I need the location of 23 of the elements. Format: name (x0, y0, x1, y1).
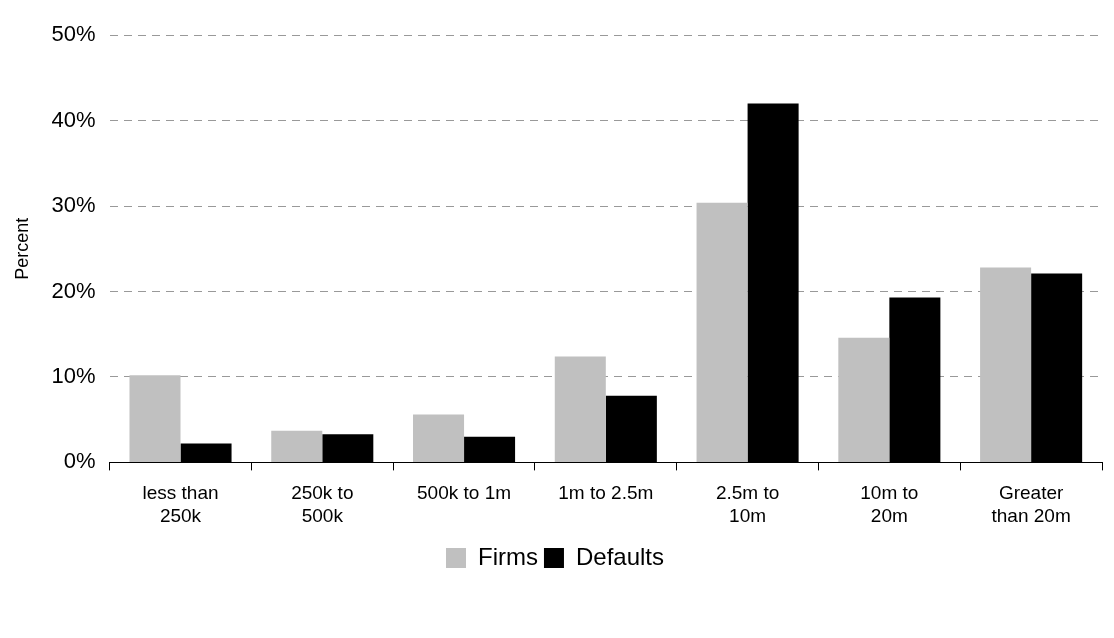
y-tick-label: 0% (63, 448, 96, 474)
legend-label: Firms (477, 542, 538, 570)
x-tick-label: 1m to 2.5m (558, 482, 654, 504)
bar (838, 337, 890, 462)
x-tick-label: 250k to 500k (291, 482, 354, 526)
y-tick-label: 50% (51, 21, 96, 47)
x-tick-label: less than 250k (142, 482, 219, 526)
y-axis-title: Percent (11, 217, 32, 280)
y-tick-label: 30% (51, 192, 96, 218)
y-tick-label: 20% (51, 277, 96, 303)
bar (696, 202, 748, 462)
y-tick-label: 10% (51, 363, 96, 389)
bar (980, 267, 1032, 462)
x-tick-label: 10m to 20m (860, 482, 919, 526)
bar (129, 375, 181, 462)
x-tick-label: 2.5m to 10m (715, 482, 780, 526)
legend-label: Defaults (575, 542, 665, 570)
x-tick-label: 500k to 1m (417, 482, 512, 504)
bar (413, 414, 465, 462)
bar (554, 356, 606, 462)
y-tick-label: 40% (51, 106, 96, 132)
x-tick-label: Greater than 20m (991, 482, 1071, 526)
bar (271, 430, 323, 462)
